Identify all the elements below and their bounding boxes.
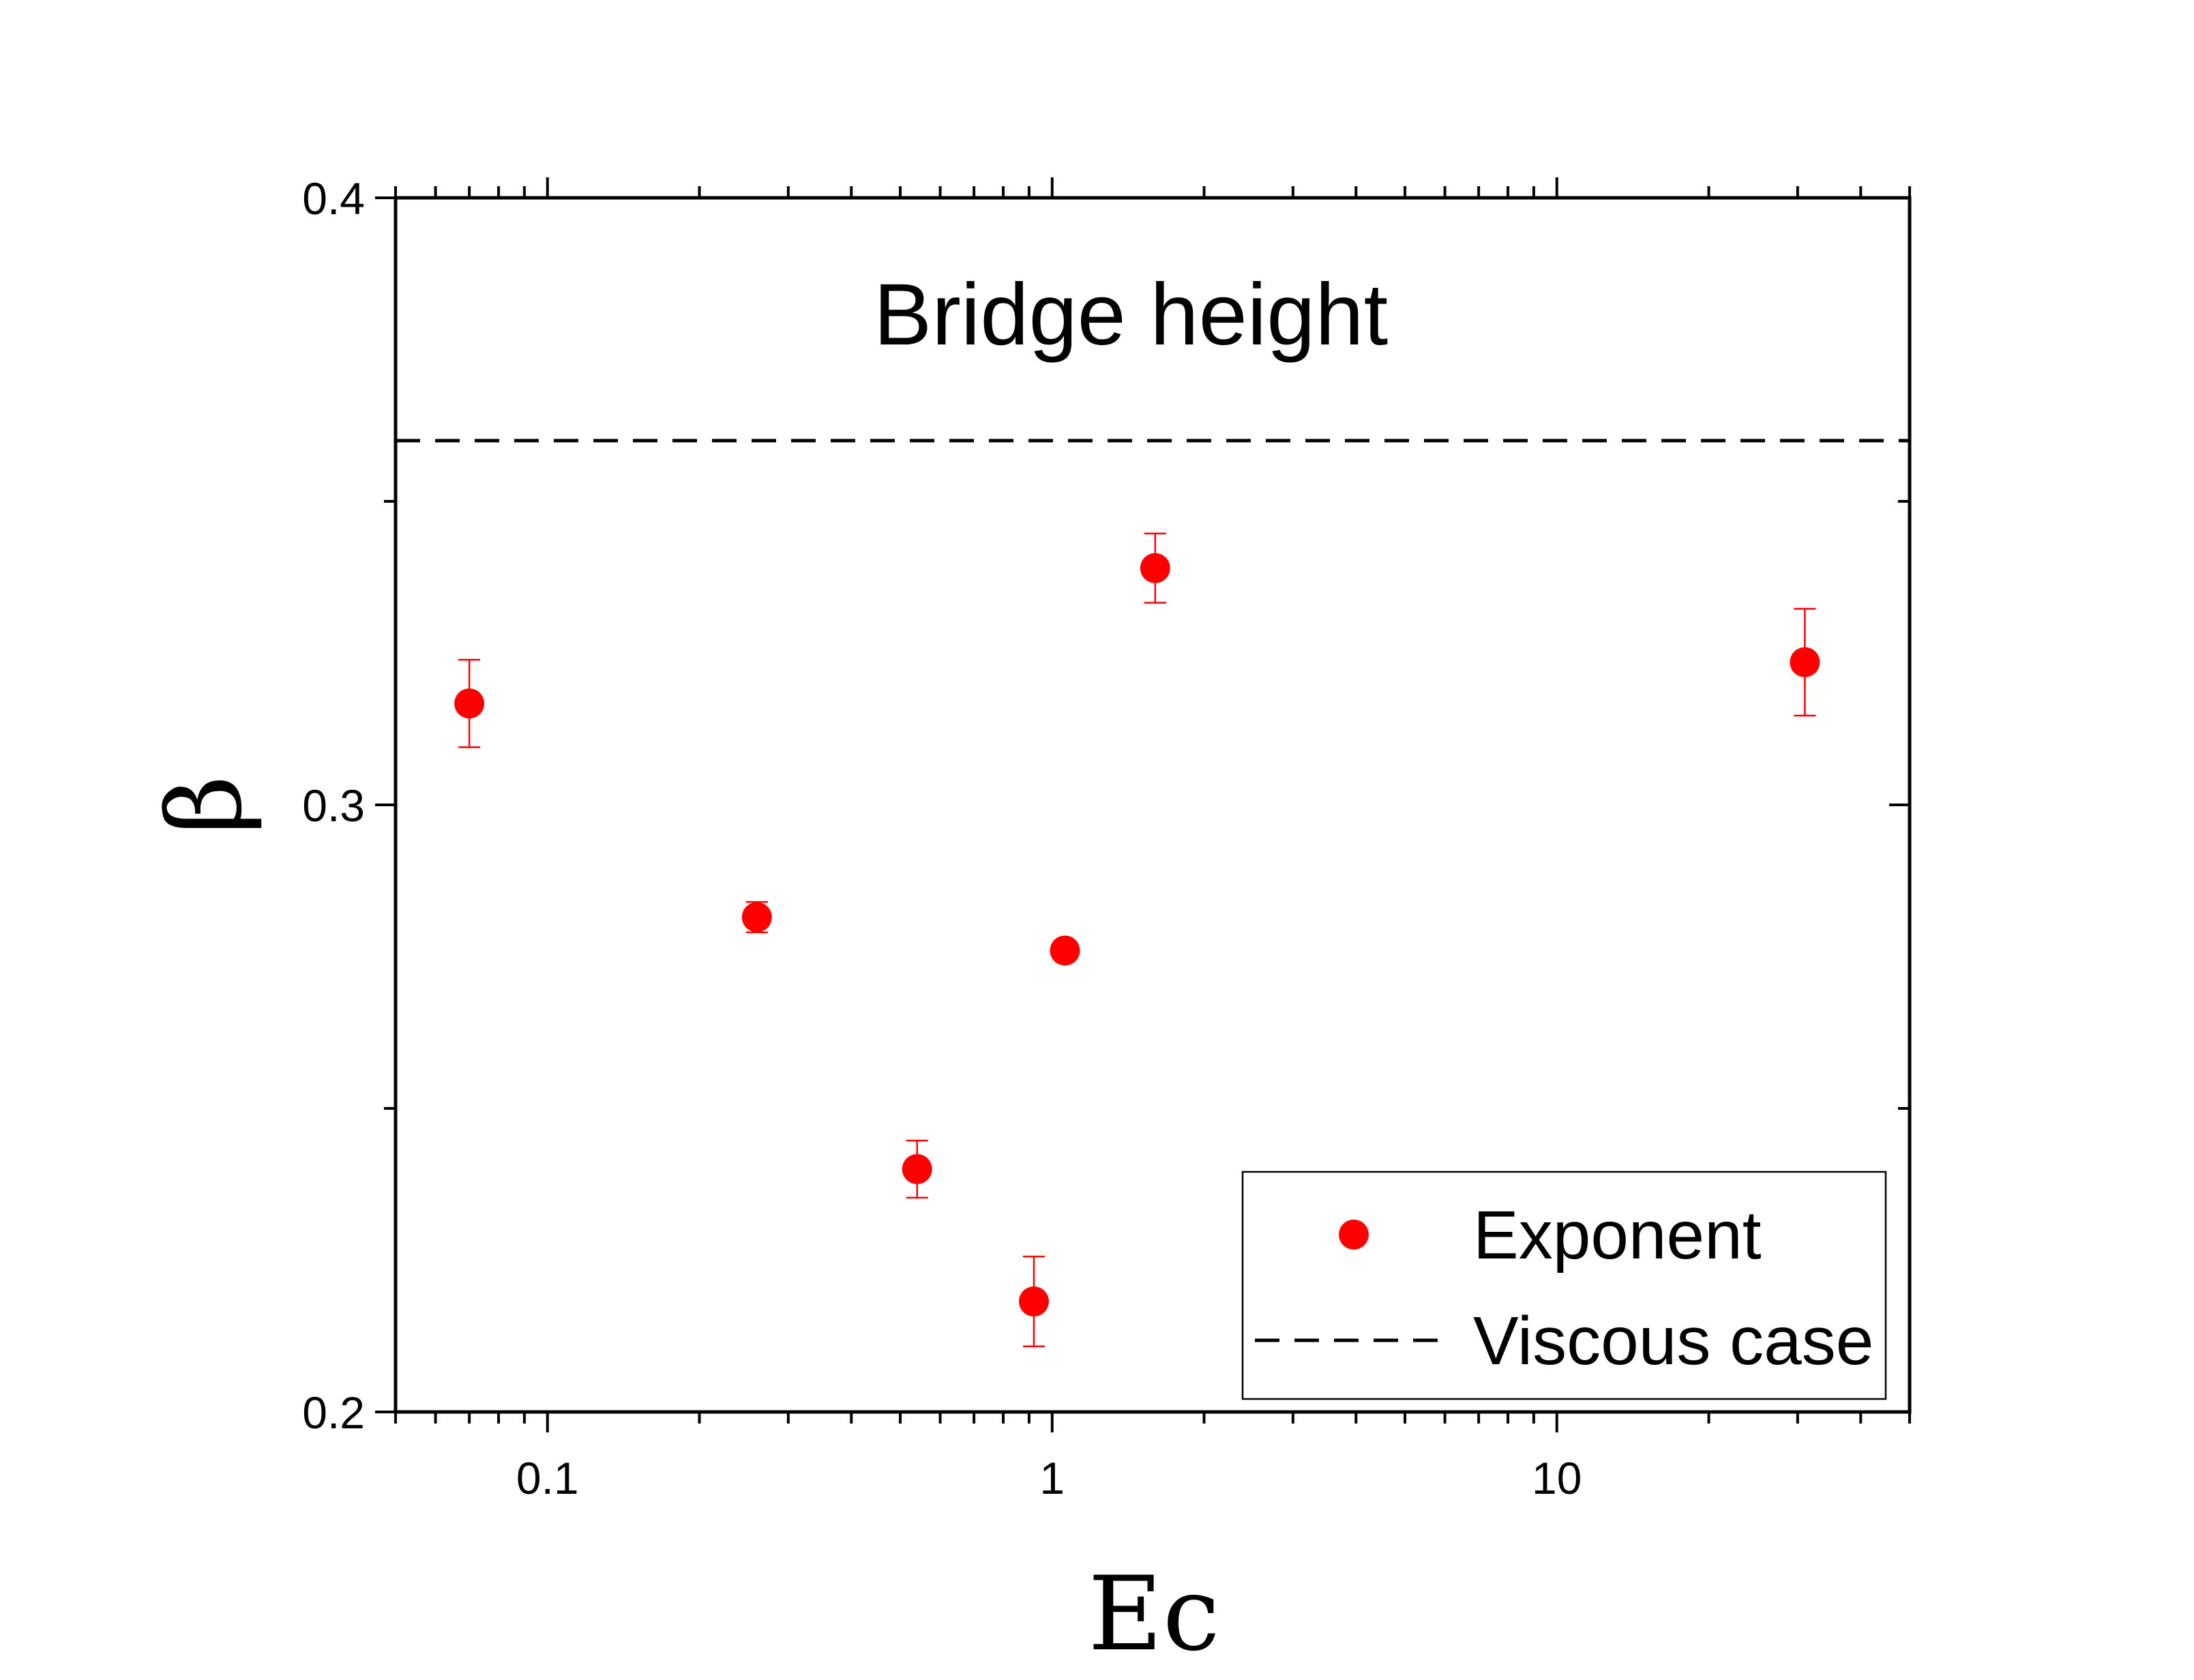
data-point — [1018, 1286, 1049, 1317]
data-points — [454, 532, 1820, 1348]
y-tick-label: 0.2 — [302, 1387, 365, 1438]
data-point — [1790, 647, 1820, 677]
x-tick-label: 1 — [1039, 1453, 1065, 1503]
x-tick-label: 10 — [1532, 1453, 1582, 1503]
data-point — [454, 688, 485, 719]
y-axis-label: β — [146, 776, 265, 835]
x-axis: 0.1 1 10 — [394, 177, 1911, 1503]
chart-annotation: Bridge height — [874, 266, 1388, 364]
y-axis: 0.2 0.3 0.4 — [302, 173, 1910, 1438]
data-point — [902, 1154, 932, 1184]
legend: Exponent Viscous case — [1241, 1170, 1887, 1400]
x-axis-label: Ec — [1088, 1555, 1220, 1674]
y-tick-label: 0.4 — [302, 173, 365, 224]
legend-marker-exponent — [1339, 1220, 1369, 1250]
legend-label-exponent: Exponent — [1473, 1197, 1762, 1273]
x-tick-label: 0.1 — [516, 1453, 579, 1503]
data-point — [1140, 552, 1170, 583]
legend-label-viscous: Viscous case — [1473, 1303, 1873, 1379]
legend-box — [1241, 1170, 1887, 1400]
y-tick-label: 0.3 — [302, 780, 365, 831]
data-point — [741, 902, 772, 932]
data-point — [1050, 935, 1080, 966]
